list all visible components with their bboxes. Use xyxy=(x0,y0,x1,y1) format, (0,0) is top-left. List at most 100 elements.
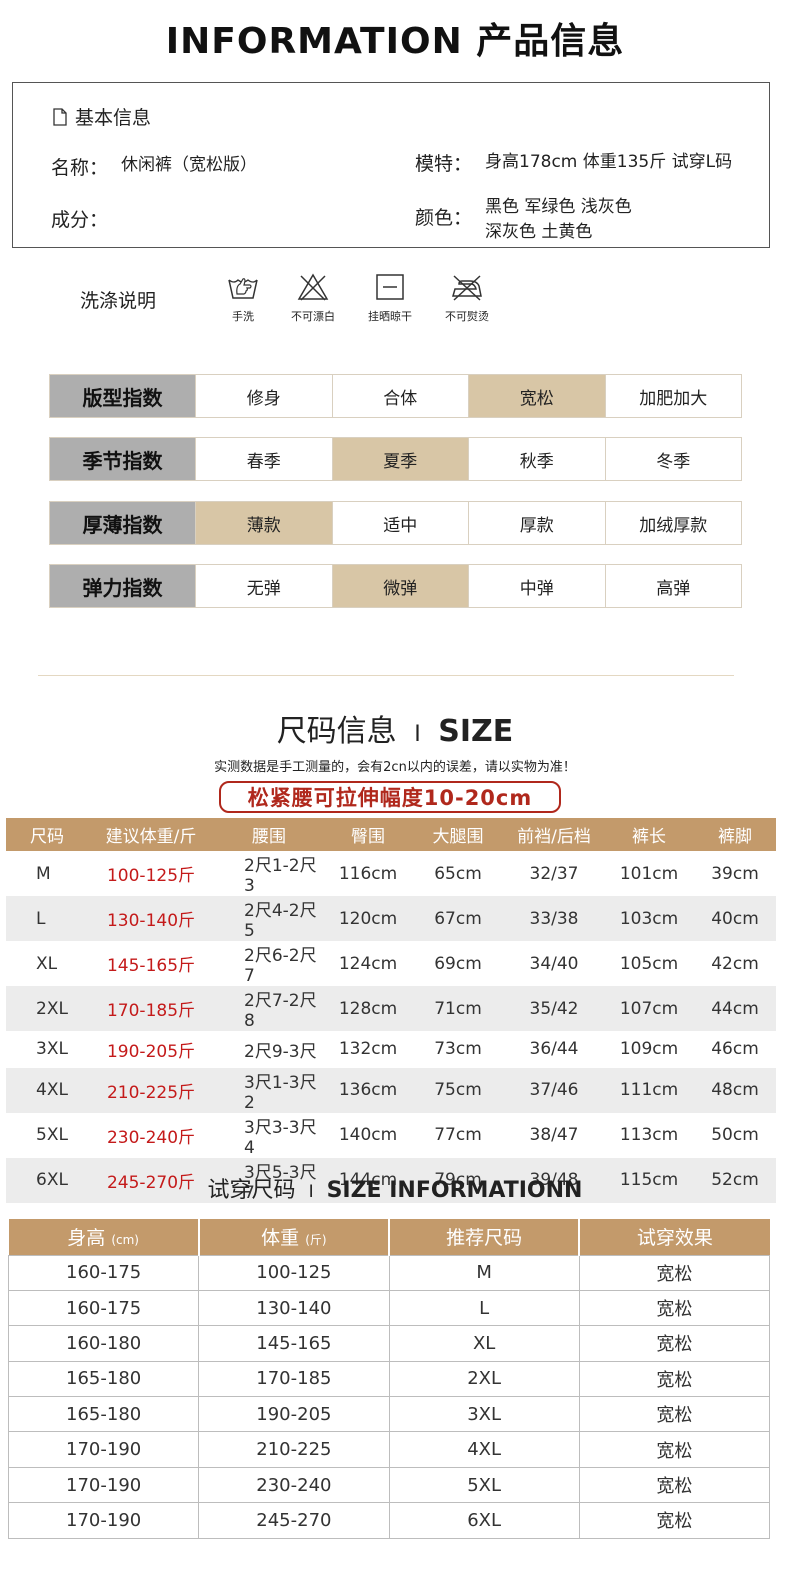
size-table-header: 尺码 建议体重/斤 腰围 臀围 大腿围 前裆/后档 裤长 裤脚 xyxy=(6,818,776,851)
table-cell: 77cm xyxy=(434,1125,482,1145)
size-table-row: XL 145-165斤 2尺6-2尺7 124cm 69cm 34/40 105cm 42cm xyxy=(6,941,776,986)
table-cell: 210-225 xyxy=(198,1431,390,1468)
table-cell: 2尺9-3尺 xyxy=(244,1041,317,1062)
measurement-note: 实测数据是手工测量的，会有2cn以内的误差，请以实物为准！ xyxy=(214,760,576,775)
table-cell: 39cm xyxy=(711,863,759,884)
try-on-table-row: 160-175 130-140 L 宽松 xyxy=(7,1289,771,1327)
index-option: 春季 xyxy=(195,438,332,480)
care-item-hand-wash: 手洗 xyxy=(208,268,278,324)
table-cell: 105cm xyxy=(619,953,679,974)
try-on-table-row: 160-175 100-125 M 宽松 xyxy=(7,1254,771,1291)
try-on-table-row: 160-180 145-165 XL 宽松 xyxy=(7,1325,771,1362)
try-on-title-en: SIZE INFORMATIONN xyxy=(326,1178,583,1203)
table-cell: 160-180 xyxy=(7,1325,200,1362)
hang-dry-icon xyxy=(376,274,404,300)
try-on-table-row: 170-190 245-270 6XL 宽松 xyxy=(7,1502,771,1539)
header-unit: (斤) xyxy=(305,1233,327,1248)
table-cell: 170-190 xyxy=(7,1502,200,1539)
thickness-index-row: 厚薄指数 薄款 适中 厚款 加绒厚款 xyxy=(49,501,742,545)
table-cell: 130-140 xyxy=(198,1289,390,1327)
try-on-table-header: 身高 (cm) 体重 (斤) 推荐尺码 试穿效果 xyxy=(8,1219,770,1255)
table-cell: 40cm xyxy=(694,896,776,941)
table-cell: 128cm xyxy=(324,986,412,1031)
try-on-table-row: 165-180 190-205 3XL 宽松 xyxy=(7,1396,771,1433)
table-cell: 120cm xyxy=(324,896,412,941)
table-cell: 67cm xyxy=(412,896,504,941)
table-cell: 230-240 xyxy=(198,1466,390,1504)
table-cell: 35/42 xyxy=(504,986,604,1031)
table-cell: 46cm xyxy=(711,1039,759,1060)
table-cell: 2XL xyxy=(6,986,88,1031)
column-header: 试穿效果 xyxy=(579,1219,770,1255)
size-table: 尺码 建议体重/斤 腰围 臀围 大腿围 前裆/后档 裤长 裤脚 M 100-125… xyxy=(6,818,776,1203)
size-table-row: L 130-140斤 2尺4-2尺5 120cm 67cm 33/38 103cm 40cm xyxy=(6,896,776,941)
name-label: 名称： xyxy=(51,157,109,179)
season-index-row: 季节指数 春季 夏季 秋季 冬季 xyxy=(49,437,742,481)
index-option: 冬季 xyxy=(604,438,741,480)
index-option: 中弹 xyxy=(468,565,605,607)
index-option: 无弹 xyxy=(195,565,332,607)
index-option-selected: 薄款 xyxy=(195,502,332,544)
name-value: 休闲裤（宽松版） xyxy=(121,155,257,175)
table-cell: M xyxy=(36,863,51,884)
size-table-row: 5XL 230-240斤 3尺3-3尺4 140cm 77cm 38/47 113cm 50c… xyxy=(6,1113,776,1158)
care-item-hang-dry: 挂晒晾干 xyxy=(355,268,425,324)
care-item-no-bleach: 不可漂白 xyxy=(278,268,348,324)
table-cell: 52cm xyxy=(694,1157,776,1203)
care-item-label: 不可熨烫 xyxy=(445,310,489,323)
index-option-selected: 微弹 xyxy=(331,565,468,607)
care-item-no-iron: 不可熨烫 xyxy=(432,268,502,324)
table-cell: 210-225斤 xyxy=(88,1067,214,1113)
table-cell: 160-175 xyxy=(7,1254,200,1291)
size-table-row: 6XL 245-270斤 3尺5-3尺7 144cm 79cm 39/48 115cm 52c… xyxy=(6,1157,776,1203)
index-option: 秋季 xyxy=(468,438,605,480)
size-table-row: 4XL 210-225斤 3尺1-3尺2 136cm 75cm 37/46 111cm 48c… xyxy=(6,1067,776,1113)
table-cell: 107cm xyxy=(604,986,694,1031)
table-cell: 3尺1-3尺2 xyxy=(214,1067,324,1113)
table-cell: 42cm xyxy=(711,953,759,974)
color-value-line1: 黑色 军绿色 浅灰色 xyxy=(485,197,632,217)
try-on-title-cn: 试穿尺码 xyxy=(207,1178,296,1203)
size-title-divider: I xyxy=(414,722,421,747)
table-cell: 75cm xyxy=(412,1067,504,1113)
index-label: 厚薄指数 xyxy=(50,502,195,544)
table-cell: 38/47 xyxy=(529,1125,579,1145)
table-cell: 100-125斤 xyxy=(106,866,196,886)
table-cell: 6XL xyxy=(6,1157,88,1203)
table-cell: 140cm xyxy=(338,1125,398,1145)
column-header: 建议体重/斤 xyxy=(88,818,214,851)
table-cell: 170-190 xyxy=(7,1466,200,1504)
basic-info-box: 基本信息 名称： 休闲裤（宽松版） 成分： 模特： 身高178cm 体重135斤… xyxy=(12,82,770,248)
header-main: 体重 xyxy=(261,1227,300,1250)
table-cell: 73cm xyxy=(434,1039,482,1060)
index-option: 高弹 xyxy=(604,565,741,607)
table-cell: 79cm xyxy=(412,1157,504,1203)
table-cell: 71cm xyxy=(412,986,504,1031)
size-table-row: 2XL 170-185斤 2尺7-2尺8 128cm 71cm 35/42 107cm 44c… xyxy=(6,986,776,1031)
table-cell: 宽松 xyxy=(578,1254,771,1291)
table-cell: 宽松 xyxy=(578,1431,771,1468)
column-header: 裤长 xyxy=(604,818,694,851)
table-cell: 2XL xyxy=(388,1360,580,1398)
section-divider xyxy=(38,675,734,676)
index-option-selected: 夏季 xyxy=(331,438,468,480)
try-on-title: 试穿尺码 I SIZE INFORMATIONN xyxy=(0,1172,790,1204)
try-on-title-divider: I xyxy=(308,1182,314,1202)
care-item-label: 手洗 xyxy=(232,310,254,323)
table-cell: 65cm xyxy=(434,863,482,884)
size-table-row: 3XL 190-205斤 2尺9-3尺 132cm 73cm 36/44 109cm 46cm xyxy=(6,1031,776,1068)
column-header: 推荐尺码 xyxy=(389,1219,581,1255)
table-cell: 2尺6-2尺7 xyxy=(244,946,317,986)
elasticity-index-row: 弹力指数 无弹 微弹 中弹 高弹 xyxy=(49,564,742,608)
care-item-label: 挂晒晾干 xyxy=(368,310,412,323)
column-header: 体重 (斤) xyxy=(198,1219,391,1255)
table-cell: 190-205斤 xyxy=(106,1041,196,1062)
table-cell: 165-180 xyxy=(7,1360,200,1398)
table-cell: 37/46 xyxy=(504,1067,604,1113)
index-label: 弹力指数 xyxy=(50,565,195,607)
index-option: 加肥加大 xyxy=(604,375,741,417)
table-cell: 32/37 xyxy=(529,863,579,884)
table-cell: 44cm xyxy=(694,986,776,1031)
index-option: 适中 xyxy=(331,502,468,544)
table-cell: 116cm xyxy=(338,863,398,884)
